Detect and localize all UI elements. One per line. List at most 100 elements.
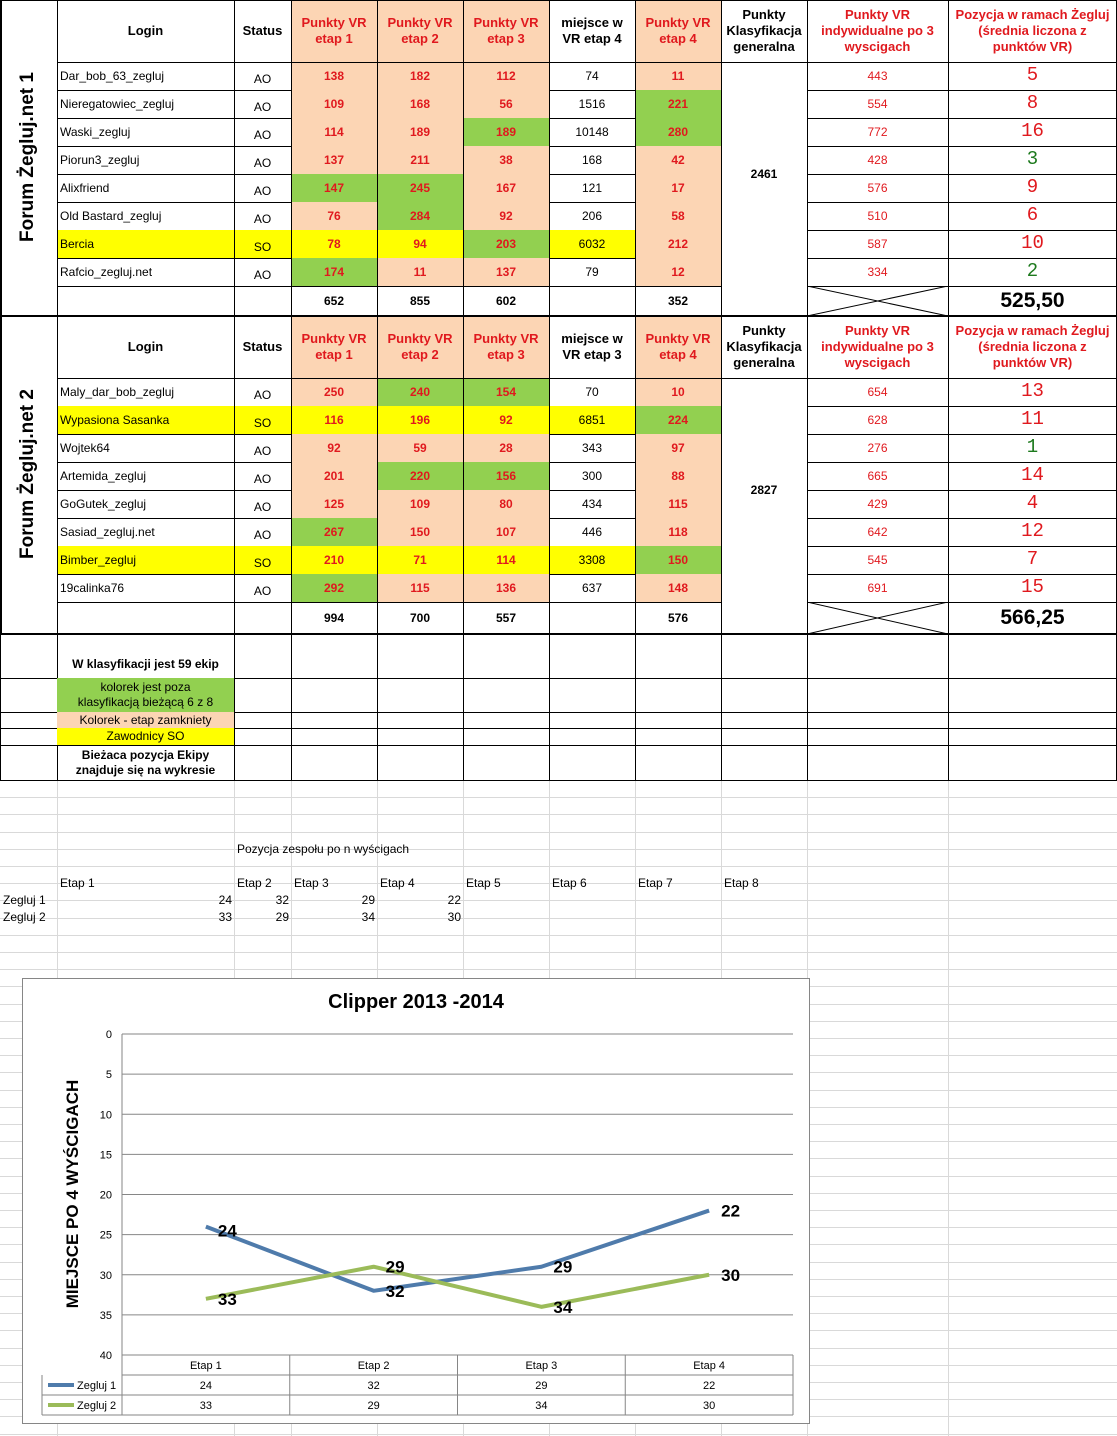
header-5[interactable]: Punkty VR etap 3	[463, 0, 549, 62]
total-e4-cell[interactable]: 352	[667, 293, 689, 308]
login-cell[interactable]: Dar_bob_63_zegluj	[60, 68, 165, 83]
status-cell[interactable]: AO	[253, 268, 272, 282]
individual-points-cell[interactable]: 576	[867, 180, 888, 195]
total-e2-cell[interactable]: 700	[409, 610, 431, 625]
individual-points-cell[interactable]: 443	[867, 68, 888, 83]
average-cell[interactable]: 566,25	[1000, 605, 1065, 629]
points-e4-cell[interactable]: 224	[635, 406, 721, 434]
stage-label[interactable]: Etap 3	[294, 876, 329, 890]
average-cell[interactable]: 525,50	[1000, 288, 1065, 312]
status-cell[interactable]: AO	[253, 156, 272, 170]
position-value[interactable]: 29	[275, 910, 289, 924]
legend-green[interactable]: kolorek jest poza klasyfikacją bieżącą 6…	[57, 678, 234, 712]
individual-points-cell[interactable]: 642	[867, 524, 888, 539]
position-cell[interactable]: 12	[1021, 520, 1044, 543]
header-5[interactable]: Punkty VR etap 3	[463, 316, 549, 378]
stage-label[interactable]: Etap 5	[466, 876, 501, 890]
position-value[interactable]: 30	[447, 910, 461, 924]
login-cell[interactable]: Waski_zegluj	[60, 124, 131, 139]
position-cell[interactable]: 1	[1026, 436, 1039, 459]
login-cell[interactable]: Bimber_zegluj	[57, 546, 234, 574]
points-e4-cell[interactable]: 11	[635, 62, 721, 90]
header-2[interactable]: Status	[242, 22, 283, 38]
points-e2-cell[interactable]: 11	[377, 258, 463, 286]
points-e1-cell[interactable]: 174	[291, 258, 377, 286]
position-cell[interactable]: 6	[1026, 204, 1039, 227]
points-m4-cell[interactable]: 206	[581, 208, 603, 223]
login-cell[interactable]: Bercia	[57, 230, 234, 258]
points-e1-cell[interactable]: 137	[291, 146, 377, 174]
position-value[interactable]: 32	[275, 893, 289, 907]
status-cell[interactable]: AO	[253, 128, 272, 142]
individual-points-cell[interactable]: 628	[867, 412, 888, 427]
points-e2-cell[interactable]: 71	[377, 546, 463, 574]
login-cell[interactable]: Wojtek64	[60, 440, 110, 455]
individual-points-cell[interactable]: 428	[867, 152, 888, 167]
header-4[interactable]: Punkty VR etap 2	[377, 316, 463, 378]
team-row-label[interactable]: Zegluj 1	[3, 893, 46, 907]
header-4[interactable]: Punkty VR etap 2	[377, 0, 463, 62]
total-e3-cell[interactable]: 557	[495, 610, 517, 625]
points-e3-cell[interactable]: 136	[463, 574, 549, 602]
points-e1-cell[interactable]: 125	[291, 490, 377, 518]
individual-points-cell[interactable]: 772	[867, 124, 888, 139]
login-cell[interactable]: 19calinka76	[60, 580, 125, 595]
points-e2-cell[interactable]: 109	[377, 490, 463, 518]
points-m4-cell[interactable]: 79	[585, 264, 599, 279]
points-e3-cell[interactable]: 203	[463, 230, 549, 258]
points-e1-cell[interactable]: 292	[291, 574, 377, 602]
stage-label[interactable]: Etap 2	[237, 876, 272, 890]
points-e1-cell[interactable]: 114	[291, 118, 377, 146]
points-e2-cell[interactable]: 115	[377, 574, 463, 602]
points-m4-cell[interactable]: 3308	[549, 546, 635, 574]
team-row-label[interactable]: Zegluj 2	[3, 910, 46, 924]
position-value[interactable]: 34	[361, 910, 375, 924]
status-cell[interactable]: AO	[253, 584, 272, 598]
points-e3-cell[interactable]: 38	[463, 146, 549, 174]
status-cell[interactable]: SO	[234, 546, 291, 574]
points-e2-cell[interactable]: 150	[377, 518, 463, 546]
position-value[interactable]: 24	[218, 893, 232, 907]
points-e3-cell[interactable]: 154	[463, 378, 549, 406]
login-cell[interactable]: Maly_dar_bob_zegluj	[60, 384, 175, 399]
points-e3-cell[interactable]: 92	[463, 202, 549, 230]
position-cell[interactable]: 4	[1026, 492, 1039, 515]
points-e2-cell[interactable]: 211	[377, 146, 463, 174]
individual-points-cell[interactable]: 691	[867, 580, 888, 595]
position-value[interactable]: 22	[447, 893, 461, 907]
individual-points-cell[interactable]: 654	[867, 384, 888, 399]
login-cell[interactable]: Wypasiona Sasanka	[57, 406, 234, 434]
points-e4-cell[interactable]: 118	[635, 518, 721, 546]
points-e4-cell[interactable]: 10	[635, 378, 721, 406]
points-e4-cell[interactable]: 115	[635, 490, 721, 518]
legend-peach[interactable]: Kolorek - etap zamkniety	[57, 712, 234, 728]
points-m4-cell[interactable]: 6032	[549, 230, 635, 258]
status-cell[interactable]: AO	[253, 184, 272, 198]
position-cell[interactable]: 9	[1026, 176, 1039, 199]
status-cell[interactable]: SO	[234, 406, 291, 434]
header-9[interactable]: Punkty VR indywidualne po 3 wyscigach	[821, 322, 934, 371]
points-m4-cell[interactable]: 70	[585, 384, 599, 399]
points-e1-cell[interactable]: 210	[291, 546, 377, 574]
points-m4-cell[interactable]: 637	[581, 580, 603, 595]
general-points-cell[interactable]: 2461	[750, 166, 778, 181]
points-m4-cell[interactable]: 168	[581, 152, 603, 167]
points-e4-cell[interactable]: 150	[635, 546, 721, 574]
legend-note[interactable]: Bieżaca pozycja Ekipy znajduje się na wy…	[75, 747, 216, 777]
individual-points-cell[interactable]: 587	[867, 236, 888, 251]
stage-label[interactable]: Etap 1	[60, 876, 95, 890]
position-cell[interactable]: 5	[1026, 64, 1039, 87]
header-2[interactable]: Status	[242, 338, 283, 354]
login-cell[interactable]: GoGutek_zegluj	[60, 496, 147, 511]
position-cell[interactable]: 15	[1021, 576, 1044, 599]
header-3[interactable]: Punkty VR etap 1	[291, 0, 377, 62]
points-m4-cell[interactable]: 434	[581, 496, 603, 511]
header-10[interactable]: Pozycja w ramach Żegluj (średnia liczona…	[955, 6, 1110, 55]
points-e4-cell[interactable]: 148	[635, 574, 721, 602]
status-cell[interactable]: SO	[234, 230, 291, 258]
stage-label[interactable]: Etap 4	[380, 876, 415, 890]
points-m4-cell[interactable]: 6851	[549, 406, 635, 434]
points-m4-cell[interactable]: 121	[581, 180, 603, 195]
points-e3-cell[interactable]: 56	[463, 90, 549, 118]
points-e1-cell[interactable]: 138	[291, 62, 377, 90]
